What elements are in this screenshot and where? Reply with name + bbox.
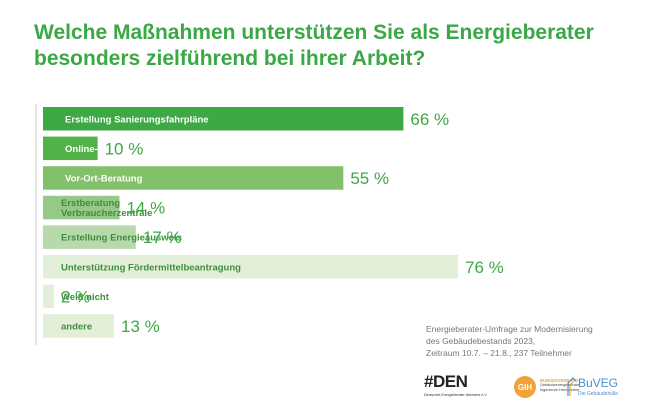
bar-2 <box>43 136 98 161</box>
bar-label-1: Erstellung Sanierungsfahrpläne <box>65 114 209 125</box>
buveg-logo-subtitle: Die Gebäudehülle <box>578 391 619 397</box>
den-logo: #DEN Deutsches Energieberater-Netzwerk e… <box>424 372 488 397</box>
gih-logo-mark: GIH <box>514 376 536 398</box>
partner-logos: #DEN Deutsches Energieberater-Netzwerk e… <box>424 372 648 416</box>
value-label-8: 13 % <box>121 317 160 336</box>
bar-8 <box>43 314 114 338</box>
value-label-3: 55 % <box>350 169 389 188</box>
caption-line-2: des Gebäudebestands 2023, <box>426 336 536 346</box>
caption-line-1: Energieberater-Umfrage zur Modernisierun… <box>426 324 593 334</box>
chart-title: Welche Maßnahmen unterstützen Sie als En… <box>34 21 594 70</box>
bar-4 <box>43 195 120 220</box>
value-label-7: 2 % <box>61 287 90 306</box>
gih-logo-name: BUNDESVERBAND <box>540 378 579 383</box>
caption-line-3: Zeitraum 10.7. – 21.8., 237 Teilnehmer <box>426 348 572 358</box>
value-label-6: 76 % <box>465 258 504 277</box>
bar-label-8: andere <box>61 321 92 332</box>
bar-label-2: Online-Beratung <box>65 144 140 155</box>
bar-label-7: Weiß nicht <box>61 292 110 303</box>
bar-group: Erstellung Sanierungsfahrpläne 66 % Online… <box>43 107 504 338</box>
bar-label-5: Erstellung Energieausweis <box>61 233 182 244</box>
bar-label-6: Unterstützung Fördermittelbeantragung <box>61 262 241 273</box>
bar-5 <box>43 225 136 249</box>
buveg-house-icon <box>567 377 577 396</box>
bar-7 <box>43 284 54 309</box>
buveg-logo-name: BuVEG <box>578 376 619 390</box>
survey-caption: Energieberater-Umfrage zur Modernisierun… <box>426 323 646 359</box>
value-label-5: 17 % <box>143 228 182 247</box>
bar-label-3: Vor-Ort-Beratung <box>65 173 143 184</box>
bar-3 <box>43 166 344 190</box>
value-label-4: 14 % <box>126 199 165 218</box>
bar-label-4: Erstberatung Verbraucherzentrale <box>61 198 152 219</box>
den-logo-subtitle: Deutsches Energieberater-Netzwerk e.V. <box>424 393 488 397</box>
gih-logo-subtitle: Gebäudeenergieberater Ingenieure Handwer… <box>540 383 581 392</box>
gih-logo-text: BUNDESVERBAND Gebäudeenergieberater Inge… <box>540 378 588 393</box>
value-label-2: 10 % <box>105 139 144 158</box>
den-logo-mark: #DEN <box>424 372 468 391</box>
bar-1 <box>43 107 404 131</box>
bar-6 <box>43 255 458 279</box>
value-label-1: 66 % <box>410 110 449 129</box>
